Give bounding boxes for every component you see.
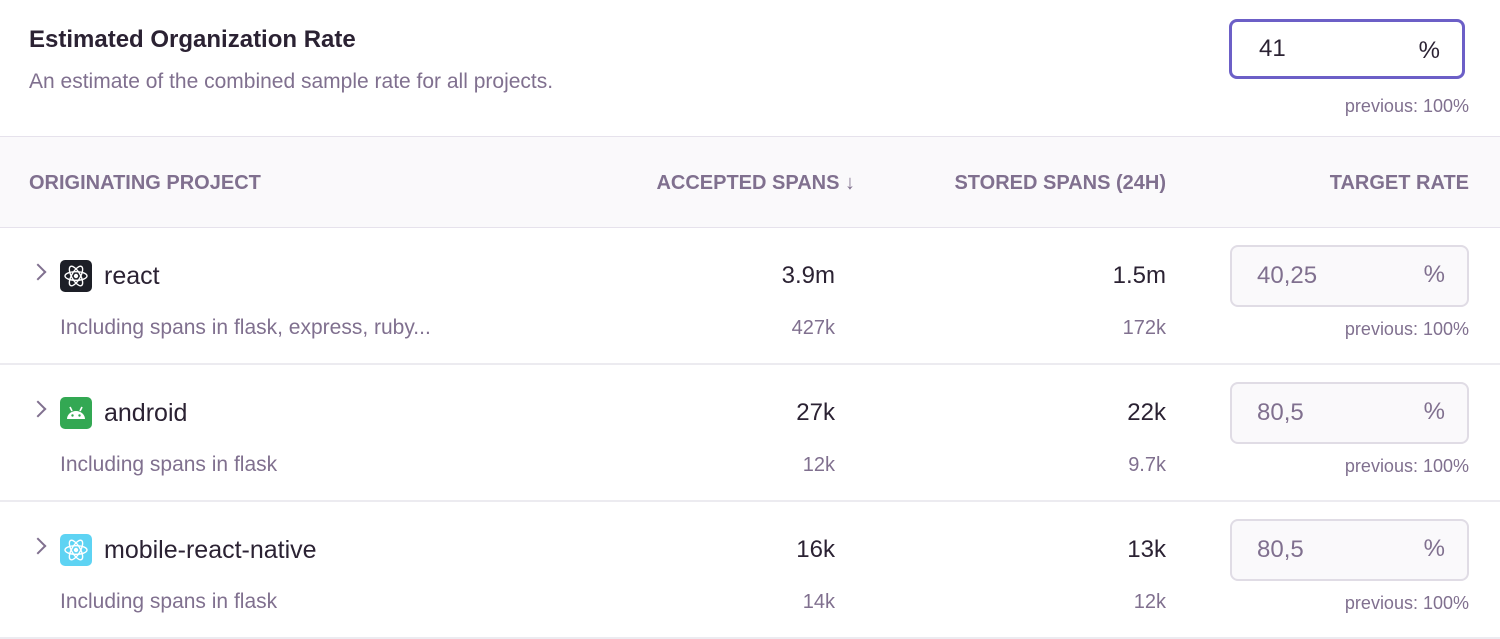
chevron-right-icon[interactable] [29, 537, 47, 555]
accepted-spans: 27k [796, 399, 835, 426]
stored-spans: 1.5m [1112, 262, 1166, 289]
col-target-rate: TARGET RATE [1329, 172, 1469, 194]
previous-rate: previous: 100% [1344, 593, 1469, 613]
percent-suffix: % [1418, 37, 1440, 64]
col-accepted-spans[interactable]: ACCEPTED SPANS ↓ [656, 172, 855, 194]
percent-suffix: % [1423, 535, 1445, 562]
including-spans-text: Including spans in flask [60, 590, 278, 613]
table-row: react Including spans in flask, express,… [0, 228, 1500, 365]
target-rate-value[interactable]: 80,5 [1257, 399, 1304, 426]
percent-suffix: % [1423, 261, 1445, 288]
accepted-spans-sub: 12k [802, 454, 835, 476]
react-icon [60, 260, 92, 292]
accepted-spans-sub: 427k [791, 317, 835, 339]
android-icon [60, 397, 92, 429]
target-rate-input-box[interactable]: 80,5 % [1230, 519, 1469, 581]
percent-suffix: % [1423, 398, 1445, 425]
target-rate-value[interactable]: 40,25 [1257, 262, 1318, 289]
org-rate-input-box[interactable]: % [1229, 19, 1465, 79]
previous-rate: previous: 100% [1344, 319, 1469, 339]
table-row: android Including spans in flask 27k 22k… [0, 365, 1500, 502]
project-name[interactable]: mobile-react-native [104, 536, 317, 564]
org-rate-title: Estimated Organization Rate [29, 26, 356, 53]
stored-spans-sub: 9.7k [1128, 454, 1166, 476]
stored-spans: 13k [1127, 536, 1166, 563]
stored-spans-sub: 12k [1133, 591, 1166, 613]
org-rate-input[interactable] [1257, 34, 1411, 64]
target-rate-value[interactable]: 80,5 [1257, 536, 1304, 563]
col-originating-project: ORIGINATING PROJECT [29, 172, 261, 194]
accepted-spans-sub: 14k [802, 591, 835, 613]
including-spans-text: Including spans in flask, express, ruby.… [60, 316, 431, 339]
chevron-right-icon[interactable] [29, 400, 47, 418]
react-native-icon [60, 534, 92, 566]
target-rate-input-box[interactable]: 80,5 % [1230, 382, 1469, 444]
chevron-right-icon[interactable] [29, 263, 47, 281]
target-rate-input-box[interactable]: 40,25 % [1230, 245, 1469, 307]
org-previous-rate: previous: 100% [1344, 96, 1469, 116]
accepted-spans: 16k [796, 536, 835, 563]
including-spans-text: Including spans in flask [60, 453, 278, 476]
col-stored-spans: STORED SPANS (24H) [954, 172, 1166, 194]
project-name[interactable]: android [104, 399, 188, 427]
previous-rate: previous: 100% [1344, 456, 1469, 476]
table-row: mobile-react-native Including spans in f… [0, 502, 1500, 639]
project-name[interactable]: react [104, 262, 160, 290]
stored-spans-sub: 172k [1122, 317, 1166, 339]
accepted-spans: 3.9m [781, 262, 835, 289]
table-header: ORIGINATING PROJECT ACCEPTED SPANS ↓ STO… [0, 137, 1500, 228]
org-rate-description: An estimate of the combined sample rate … [29, 70, 554, 93]
org-rate-section: Estimated Organization Rate An estimate … [0, 0, 1500, 137]
stored-spans: 22k [1127, 399, 1166, 426]
